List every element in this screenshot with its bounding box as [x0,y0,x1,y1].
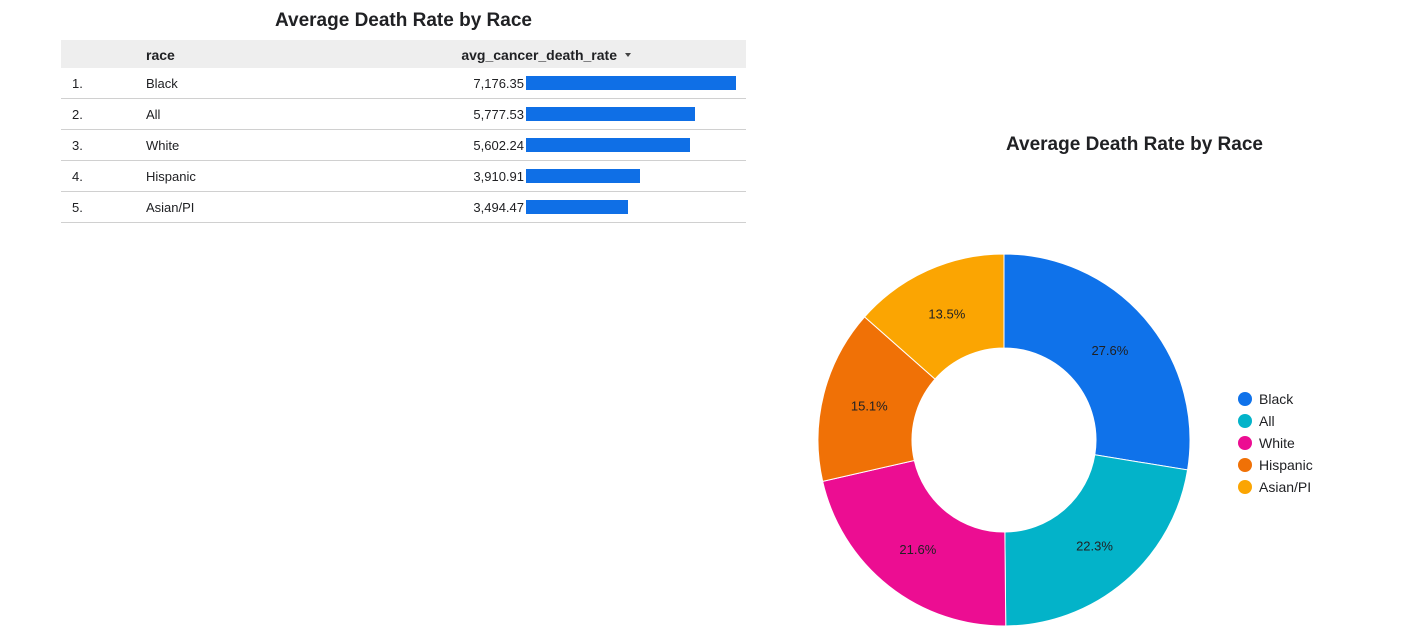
row-bar [526,76,736,90]
column-header-label: avg_cancer_death_rate [461,47,617,63]
row-index: 1. [72,76,83,91]
legend-item[interactable]: Black [1238,388,1313,410]
row-index: 3. [72,138,83,153]
legend-label: Asian/PI [1259,479,1312,495]
row-race: All [146,107,161,122]
table-row[interactable]: 5. Asian/PI 3,494.47 [61,192,746,223]
row-value: 7,176.35 [473,76,524,91]
row-race: Black [146,76,178,91]
donut-slice-all[interactable] [1004,454,1189,627]
legend-label: Hispanic [1259,457,1313,473]
data-table: race avg_cancer_death_rate 1. Black 7,176.… [61,40,746,223]
donut-slice-asian-pi[interactable] [863,253,1005,380]
legend-dot-icon [1238,392,1252,406]
donut-slice-label: 22.3% [1076,538,1113,553]
row-value: 3,494.47 [473,200,524,215]
row-race: Asian/PI [146,200,195,215]
legend-dot-icon [1238,414,1252,428]
row-index: 5. [72,200,83,215]
table-row[interactable]: 4. Hispanic 3,910.91 [61,161,746,192]
table-row[interactable]: 1. Black 7,176.35 [61,68,746,99]
donut-slice-black[interactable] [1003,253,1191,471]
donut-chart: 27.6% 22.3% 21.6% 15.1% 13.5% [817,253,1191,627]
table-row[interactable]: 2. All 5,777.53 [61,99,746,130]
row-value: 3,910.91 [473,169,524,184]
legend-label: Black [1259,391,1294,407]
table-body: 1. Black 7,176.35 2. All 5,777.53 3. White 5,602… [61,68,746,223]
donut-slice-white[interactable] [822,459,1007,627]
donut-slice-hispanic[interactable] [817,316,936,482]
legend-item[interactable]: All [1238,410,1313,432]
donut-title: Average Death Rate by Race [1006,134,1263,155]
legend-item[interactable]: Hispanic [1238,454,1313,476]
legend-label: All [1259,413,1275,429]
donut-slice-label: 21.6% [899,542,936,557]
legend-dot-icon [1238,458,1252,472]
row-value: 5,602.24 [473,138,524,153]
donut-slice-label: 27.6% [1091,343,1128,358]
column-header-race[interactable]: race [146,47,175,63]
row-race: Hispanic [146,169,196,184]
donut-legend: Black All White Hispanic Asian/PI [1238,388,1313,498]
donut-slice-label: 13.5% [928,306,965,321]
legend-dot-icon [1238,480,1252,494]
column-header-avg-cancer-death-rate[interactable]: avg_cancer_death_rate [461,47,631,63]
row-bar [526,138,690,152]
donut-slice-label: 15.1% [851,399,888,414]
table-header: race avg_cancer_death_rate [61,40,746,68]
legend-label: White [1259,435,1295,451]
row-index: 4. [72,169,83,184]
row-bar [526,169,641,183]
legend-item[interactable]: White [1238,432,1313,454]
row-index: 2. [72,107,83,122]
row-value: 5,777.53 [473,107,524,122]
legend-item[interactable]: Asian/PI [1238,476,1313,498]
table-title: Average Death Rate by Race [275,10,532,31]
sort-descending-icon[interactable] [625,53,631,57]
row-bar [526,107,696,121]
table-row[interactable]: 3. White 5,602.24 [61,130,746,161]
row-race: White [146,138,180,153]
legend-dot-icon [1238,436,1252,450]
row-bar [526,200,629,214]
